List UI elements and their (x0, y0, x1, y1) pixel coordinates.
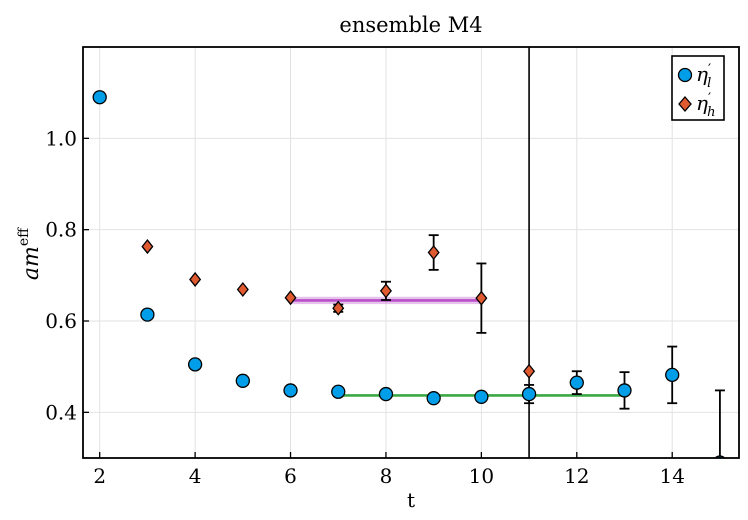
data-point-circle (426, 391, 441, 406)
data-point-circle (569, 375, 584, 390)
y-tick-label: 0.8 (45, 218, 77, 242)
legend-frame (671, 55, 725, 121)
x-axis-label: t (407, 488, 415, 512)
legend-diamond-marker (678, 96, 692, 112)
data-point-diamond (141, 239, 154, 255)
data-point-diamond (284, 290, 297, 306)
y-tick-label: 0.4 (45, 400, 77, 424)
x-tick-label: 6 (284, 464, 297, 488)
data-point-circle (331, 384, 346, 399)
data-point-circle (235, 373, 250, 388)
data-points (92, 90, 726, 458)
data-point-diamond (236, 281, 249, 298)
error-bar (714, 389, 725, 458)
grid (83, 47, 739, 458)
y-axis-label: ameff (16, 227, 44, 280)
data-point-diamond (475, 290, 488, 306)
data-point-diamond (332, 300, 345, 316)
y-tick-label: 1.0 (45, 126, 77, 150)
legend: η′ l η′ h (671, 55, 725, 121)
data-point-diamond (523, 363, 536, 379)
data-point-circle (283, 383, 298, 398)
x-tick-label: 2 (93, 464, 106, 488)
chart-title: ensemble M4 (339, 13, 482, 37)
data-point-diamond (379, 283, 392, 299)
data-point-diamond (427, 244, 440, 261)
x-tick-label: 14 (659, 464, 684, 488)
data-point-circle (617, 383, 632, 398)
data-point-circle (665, 367, 680, 383)
x-tick-label: 4 (189, 464, 202, 488)
legend-label-eta-h: η′ h (696, 91, 716, 120)
axes: 2 4 6 8 10 12 14 0.4 0.6 0.8 1.0 (45, 46, 740, 488)
data-point-circle (378, 386, 394, 402)
data-point-circle (187, 357, 203, 372)
x-tick-label: 8 (380, 464, 393, 488)
x-tick-label: 12 (564, 464, 589, 488)
y-axis-label-group: ameff (16, 227, 44, 280)
data-point-circle (521, 386, 537, 402)
data-point-diamond (189, 271, 202, 287)
legend-label-eta-l: η′ l (696, 62, 711, 91)
y-axis-label-superscript: eff (16, 227, 32, 246)
plot-frame (82, 46, 740, 459)
data-point-circle (140, 307, 155, 322)
x-tick-label: 10 (469, 464, 494, 488)
legend-circle-marker (677, 67, 693, 83)
y-axis-label-base: am (19, 246, 44, 280)
data-point-circle (474, 389, 489, 404)
data-point-circle (92, 90, 107, 105)
y-tick-label: 0.6 (45, 309, 77, 333)
